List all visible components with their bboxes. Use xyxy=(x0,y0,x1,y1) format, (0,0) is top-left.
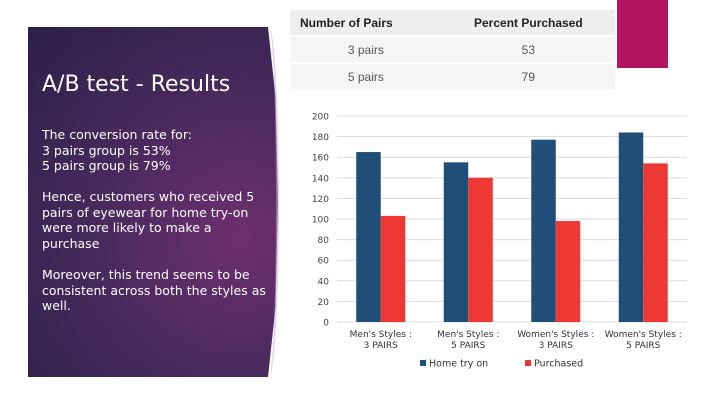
y-tick-label: 40 xyxy=(318,277,330,287)
legend-swatch xyxy=(525,360,531,366)
bar-chart: 0 20 40 60 80 100 120 140 160 180 200 Men's Styles … xyxy=(312,113,687,370)
y-tick-label: 0 xyxy=(323,319,329,329)
cell: 3 pairs xyxy=(290,35,442,63)
x-tick-label: Men's Styles : xyxy=(350,330,412,340)
conversion-text: The conversion rate for: 3 pairs group i… xyxy=(42,127,192,173)
y-tick-label: 120 xyxy=(312,195,329,205)
bar-home-try-on xyxy=(531,139,556,322)
y-tick-label: 60 xyxy=(318,257,330,267)
x-tick-label: Women's Styles : xyxy=(605,330,682,340)
x-tick-label: Men's Styles : xyxy=(437,330,499,340)
bar-purchased xyxy=(468,177,493,322)
y-tick-label: 180 xyxy=(312,133,329,143)
x-tick-label: 3 PAIRS xyxy=(539,341,574,351)
purchase-table: Number of Pairs Percent Purchased 3 pairs… xyxy=(290,10,615,89)
x-tick-label: Women's Styles : xyxy=(517,330,594,340)
cell: 5 pairs xyxy=(290,62,442,89)
conclusion-text: Hence, customers who received 5 pairs of… xyxy=(42,189,255,251)
slide-title: A/B test - Results xyxy=(42,72,231,97)
y-tick-label: 140 xyxy=(312,174,329,184)
legend-label: Purchased xyxy=(534,359,583,370)
header-percent: Percent Purchased xyxy=(441,10,615,36)
x-tick-label: 5 PAIRS xyxy=(451,341,486,351)
table-row: 3 pairs 53 xyxy=(290,35,615,63)
y-tick-label: 100 xyxy=(312,216,329,226)
header-pairs: Number of Pairs xyxy=(290,10,442,36)
bar-home-try-on xyxy=(443,162,469,322)
y-tick-label: 80 xyxy=(318,236,330,246)
trend-text: Moreover, this trend seems to be consist… xyxy=(42,267,266,313)
bar-purchased xyxy=(555,221,581,322)
bar-home-try-on xyxy=(356,152,381,322)
legend-swatch xyxy=(420,360,426,366)
y-tick-label: 20 xyxy=(318,298,330,308)
table-row: 5 pairs 79 xyxy=(290,62,615,89)
cell: 53 xyxy=(441,35,615,63)
x-tick-label: 5 PAIRS xyxy=(626,341,661,351)
y-tick-label: 160 xyxy=(312,154,329,164)
accent-block xyxy=(617,0,668,68)
bar-purchased xyxy=(643,163,668,322)
bar-home-try-on xyxy=(618,132,644,322)
decorative-curve xyxy=(262,27,279,377)
legend-label: Home try on xyxy=(429,359,488,370)
title-panel xyxy=(28,27,278,377)
x-tick-label: 3 PAIRS xyxy=(364,341,399,351)
cell: 79 xyxy=(441,62,615,89)
y-tick-label: 200 xyxy=(312,113,329,123)
bar-purchased xyxy=(380,215,406,322)
